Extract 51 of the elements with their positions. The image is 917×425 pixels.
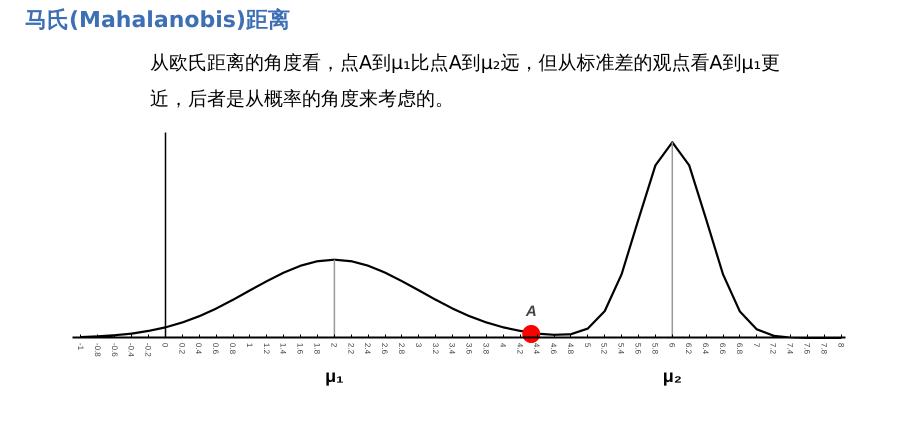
x-tick-label: 4.6 (549, 342, 558, 355)
ref-line-label: μ₁ (325, 366, 344, 386)
chart-subtitle: 从欧氏距离的角度看，点A到μ₁比点A到μ₂远，但从标准差的观点看A到μ₁更近，后者是从概率的角度来考虑的。 (150, 51, 782, 112)
x-tick-label: 0.6 (211, 342, 220, 355)
x-tick-label: 7.2 (768, 342, 778, 355)
x-tick-label: 3.4 (448, 342, 457, 355)
x-tick-label: 5.4 (616, 342, 626, 355)
x-tick-label: 0.8 (228, 342, 238, 355)
x-tick-label: 6 (667, 342, 676, 348)
x-tick-label: 5.6 (634, 342, 643, 355)
x-tick-label: 1 (244, 342, 254, 348)
x-tick-label: -1 (76, 342, 85, 351)
x-tick-label: 7.4 (786, 342, 795, 355)
x-tick-label: 5.8 (650, 342, 660, 355)
x-tick-label: -0.6 (110, 342, 119, 358)
x-tick-label: 7.8 (819, 342, 828, 355)
x-tick-label: 1.4 (278, 342, 288, 355)
x-tick-label: 6.2 (684, 342, 694, 355)
x-tick-label: 2.8 (396, 342, 406, 355)
x-tick-label: 5 (582, 342, 592, 348)
x-tick-label: 2.4 (363, 342, 372, 355)
series-label: A (524, 303, 537, 320)
x-tick-label: 6.4 (701, 342, 710, 355)
x-tick-label: 3.8 (481, 342, 490, 355)
x-tick-label: 0.2 (177, 342, 186, 355)
x-tick-label: -0.4 (126, 342, 136, 358)
x-tick-label: 4 (498, 342, 508, 348)
x-tick-label: 0.4 (194, 342, 204, 355)
chart-title: 马氏(Mahalanobis)距离 (25, 7, 290, 35)
x-tick-label: -0.8 (92, 342, 102, 358)
x-tick-label: 7.6 (802, 342, 812, 355)
x-tick-label: 1.8 (312, 342, 322, 355)
x-tick-label: 3.6 (464, 342, 474, 355)
x-tick-label: 3.2 (430, 342, 440, 355)
x-tick-label: 5.2 (600, 342, 609, 355)
ref-line-label: μ₂ (662, 366, 682, 386)
x-tick-label: 4.8 (566, 342, 575, 355)
x-tick-label: 4.2 (515, 342, 524, 355)
x-tick-label: 8 (836, 342, 846, 348)
x-tick-label: 1.6 (296, 342, 305, 355)
x-tick-label: 2.2 (346, 342, 356, 355)
x-tick-label: 6.8 (734, 342, 744, 355)
x-tick-label: 0 (160, 342, 170, 348)
x-tick-label: -0.2 (144, 342, 153, 358)
x-tick-label: 3 (414, 342, 423, 348)
x-tick-label: 1.2 (262, 342, 271, 355)
x-tick-label: 2 (329, 342, 338, 348)
x-tick-label: 4.4 (532, 342, 542, 355)
x-tick-label: 2.6 (380, 342, 390, 355)
x-tick-label: 6.6 (718, 342, 728, 355)
x-tick-label: 7 (752, 342, 761, 348)
